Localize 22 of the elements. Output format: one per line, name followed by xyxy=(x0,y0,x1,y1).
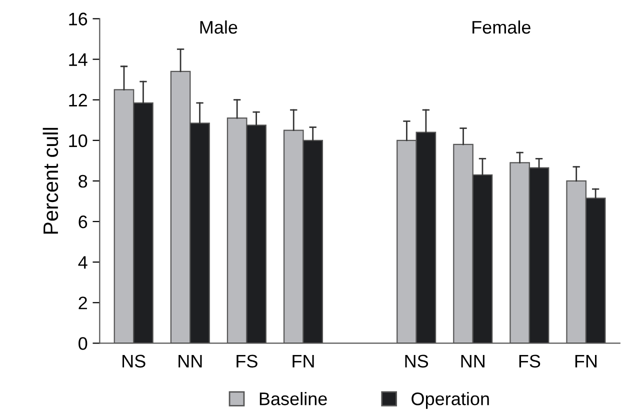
y-tick-label: 0 xyxy=(78,337,88,350)
annotation: Female xyxy=(472,20,530,34)
y-tick-label: 16 xyxy=(69,12,88,26)
y-axis-title: Percent cull xyxy=(42,128,58,234)
y-tick-label: 4 xyxy=(78,256,88,269)
x-tick-label: FN xyxy=(292,354,314,368)
y-tick-label: 2 xyxy=(78,296,87,310)
x-tick-label: FN xyxy=(575,354,597,368)
legend-label: Operation xyxy=(412,392,489,409)
x-tick-label: FS xyxy=(519,354,540,368)
y-tick-label: 8 xyxy=(78,174,88,188)
x-tick-label: NS xyxy=(405,354,428,368)
x-tick-label: NN xyxy=(461,354,484,368)
y-tick-label: 12 xyxy=(69,94,87,106)
y-tick-label: 14 xyxy=(69,53,88,66)
y-tick-label: 10 xyxy=(69,134,88,148)
annotation: Male xyxy=(200,20,238,34)
x-tick-label: FS xyxy=(236,354,258,368)
x-tick-label: NN xyxy=(178,354,202,368)
y-tick-label: 6 xyxy=(78,215,88,228)
legend-label: Baseline xyxy=(260,392,327,406)
x-tick-label: NS xyxy=(122,354,146,368)
